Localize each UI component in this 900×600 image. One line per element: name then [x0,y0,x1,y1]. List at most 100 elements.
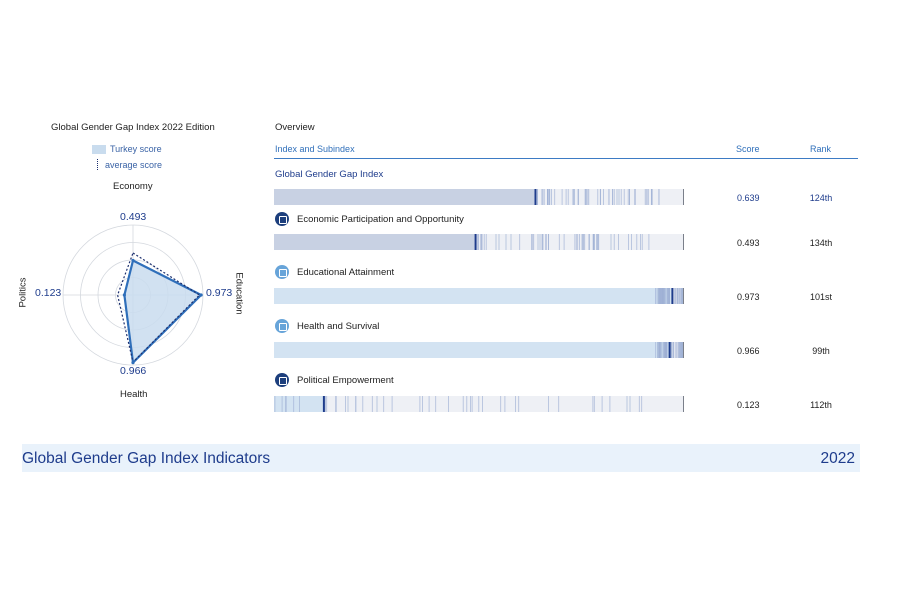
bar-tick [485,234,487,250]
bar-tick [664,342,666,358]
score-politics: 0.123 [737,400,760,410]
score-ggi: 0.639 [737,193,760,203]
bar-tick [620,189,622,205]
bar-tick [299,396,300,412]
bar-tick [681,342,683,358]
bar-tick [674,288,676,304]
value-health: 0.966 [120,365,147,377]
bar-tick [419,396,421,412]
bar-tick [644,189,646,205]
bar-tick [572,189,574,205]
bar-fill [274,189,536,205]
bar-tick [584,234,586,250]
bar-tick [647,189,649,205]
row-label-ggi: Global Gender Gap Index [275,169,384,180]
bar-tick [575,234,577,250]
bar-tick [293,396,295,412]
bar-tick [391,396,393,412]
bar-tick [596,234,597,250]
bar-tick [586,189,587,205]
value-economy: 0.493 [120,211,147,223]
legend-turkey-label: Turkey score [110,144,162,154]
rank-economy: 134th [809,238,833,248]
bar-tick [655,288,657,304]
value-education: 0.973 [206,287,233,299]
bar-tick [428,396,430,412]
bar-tick [281,396,283,412]
bar-tick [285,396,287,412]
bar-tick [371,396,373,412]
bar-tick [681,288,682,304]
bar-tick [563,234,565,250]
bar-tick [274,396,276,412]
bar-tick [548,396,549,412]
bar-tick [477,234,479,250]
bar-tick [651,189,653,205]
bar-tick [668,288,669,304]
bar-tick [618,189,620,205]
bar-tick [478,396,480,412]
bar-tick [640,234,641,250]
legend-dash-average [97,159,99,170]
bar-tick [593,234,594,250]
bar-tick [542,234,544,250]
overview-title: Overview [275,122,315,133]
bar-tick [674,342,676,358]
bar-tick [657,342,658,358]
bar-tick [588,189,590,205]
bar-tick [665,342,667,358]
bar-tick [565,189,567,205]
bar-fill [274,288,673,304]
bar-tick [481,234,483,250]
bar-tick [505,234,507,250]
bar-tick [629,189,630,205]
bar-tick [631,234,632,250]
bar-tick [466,396,468,412]
bar-tick [665,288,666,304]
bar-tick [515,396,516,412]
rank-education: 101st [809,292,833,302]
bar-end [683,396,684,412]
bar-tick [659,342,661,358]
legend-turkey: Turkey score [92,144,162,154]
bar-tick [482,396,483,412]
bar-tick [636,234,638,250]
bar-tick [577,234,579,250]
bar-tick [498,234,500,250]
footer-year: 2022 [820,450,855,467]
bar-tick [533,234,535,250]
footer-banner: Global Gender Gap Index Indicators 2022 [22,444,860,472]
bar-tick [573,189,575,205]
bar-tick [680,342,682,358]
bar-tick [613,234,615,250]
legend-swatch-turkey [92,144,106,154]
bar-tick [655,342,657,358]
bar-tick [542,189,544,205]
rank-politics: 112th [810,400,832,410]
bar-tick [567,189,569,205]
bar-tick [422,396,423,412]
bar-fill [274,342,671,358]
bar-tick [537,189,538,205]
bar-education [274,288,684,304]
bar-end [683,189,684,205]
bar-tick [678,342,680,358]
bar-tick [483,234,485,250]
bar-tick [541,189,543,205]
bar-tick [627,189,629,205]
bar-tick [645,189,647,205]
radar-point-education [199,293,203,297]
bar-tick [579,234,580,250]
axis-label-health: Health [120,389,148,400]
bar-tick [623,189,625,205]
radar-title: Global Gender Gap Index 2022 Edition [51,122,215,133]
bar-tick [462,396,464,412]
bar-tick [549,189,551,205]
bar-tick [600,189,601,205]
bar-tick [676,288,678,304]
bar-tick [531,234,532,250]
bar-tick [658,288,660,304]
bar-tick [587,189,589,205]
bar-tick [547,189,549,205]
bar-tick [608,189,610,205]
